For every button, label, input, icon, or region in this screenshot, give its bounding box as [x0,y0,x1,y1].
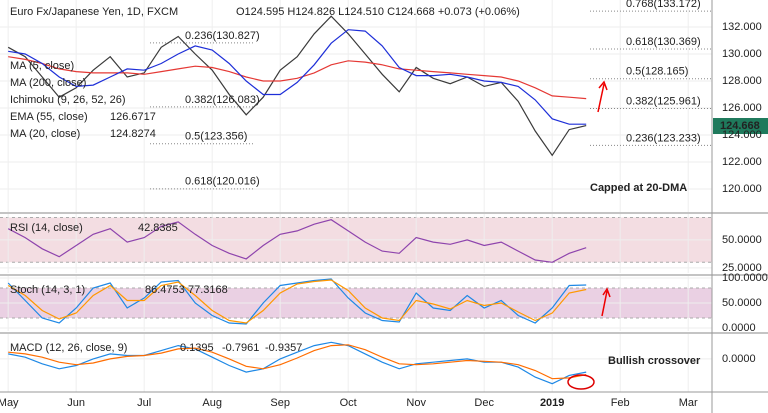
arrow-head [598,80,608,91]
fib-label: 0.618(120.016) [185,176,260,188]
fib-label: 0.5(123.356) [185,131,247,143]
x-tick-label: Aug [202,397,222,409]
panel-title: Euro Fx/Japanese Yen, 1D, FXCM [10,6,178,18]
last-price-label: 124.668 [720,120,760,132]
highlight-circle [567,374,595,390]
y-tick-label: 25.0000 [722,262,762,274]
legend-value: 86.4753 [145,284,185,296]
fib-label: 0.618(130.369) [626,36,701,48]
y-tick-label: 126.000 [722,102,762,114]
y-tick-label: 130.000 [722,48,762,60]
x-tick-label: Sep [270,397,290,409]
legend-value: 124.8274 [110,128,156,140]
legend-value: -0.9357 [265,342,302,354]
x-tick-label: Oct [340,397,357,409]
legend-value: 42.8385 [138,222,178,234]
legend-label: MA (20, close) [10,128,80,140]
indicator-label: Ichimoku (9, 26, 52, 26) [10,94,126,106]
legend-label: EMA (55, close) [10,111,88,123]
indicator-label: MA (5, close) [10,60,74,72]
y-tick-label: 128.000 [722,75,762,87]
arrow [597,83,605,113]
x-tick-label: Dec [474,397,494,409]
y-tick-label: 50.0000 [722,297,762,309]
legend-value: 0.1395 [180,342,214,354]
indicator-label: MA (200, close) [10,77,86,89]
arrow-head [602,287,611,298]
last-price-box [713,118,768,135]
series-line [7,279,587,324]
y-tick-label: 122.000 [722,156,762,168]
price-line [7,15,587,157]
ohlc-values: O124.595 H124.826 L124.510 C124.668 +0.0… [236,6,520,18]
fib-label: 0.382(126.083) [185,94,260,106]
series-line [7,219,587,263]
x-tick-label: Feb [611,397,630,409]
y-tick-label: 132.000 [722,21,762,33]
panel-title: Stoch (14, 3, 1) [10,284,85,296]
series-line [8,29,587,125]
y-tick-label: 0.0000 [722,353,756,365]
fib-label: 0.236(123.233) [626,132,701,144]
grid [0,0,768,392]
y-tick-label: 100.0000 [722,272,768,284]
series-line [8,344,587,380]
annotation: Capped at 20-DMA [590,182,687,194]
marks [7,15,768,385]
x-tick-label: Mar [679,397,698,409]
series-line [7,278,587,325]
arrow [601,290,608,317]
panel-title: MACD (12, 26, close, 9) [10,342,127,354]
fib-label: 0.5(128.165) [626,66,688,78]
x-tick-label: Jul [137,397,151,409]
y-tick-label: 50.0000 [722,234,762,246]
legend-value: 126.6717 [110,111,156,123]
x-tick-label: 2019 [540,397,564,409]
fib-label: 0.768(133.172) [626,0,701,10]
x-tick-label: Jun [67,397,85,409]
panel-title: RSI (14, close) [10,222,83,234]
x-tick-label: May [0,397,19,409]
y-tick-label: 124.000 [722,129,762,141]
y-tick-label: 120.000 [722,183,762,195]
fib-label: 0.382(125.961) [626,95,701,107]
fib-label: 0.236(130.827) [185,30,260,42]
legend-value: -0.7961 [222,342,259,354]
y-tick-label: 0.0000 [722,322,756,334]
legend-value: 77.3168 [188,284,228,296]
annotation: Bullish crossover [608,355,701,367]
x-tick-label: Nov [406,397,426,409]
series-line [8,56,587,100]
